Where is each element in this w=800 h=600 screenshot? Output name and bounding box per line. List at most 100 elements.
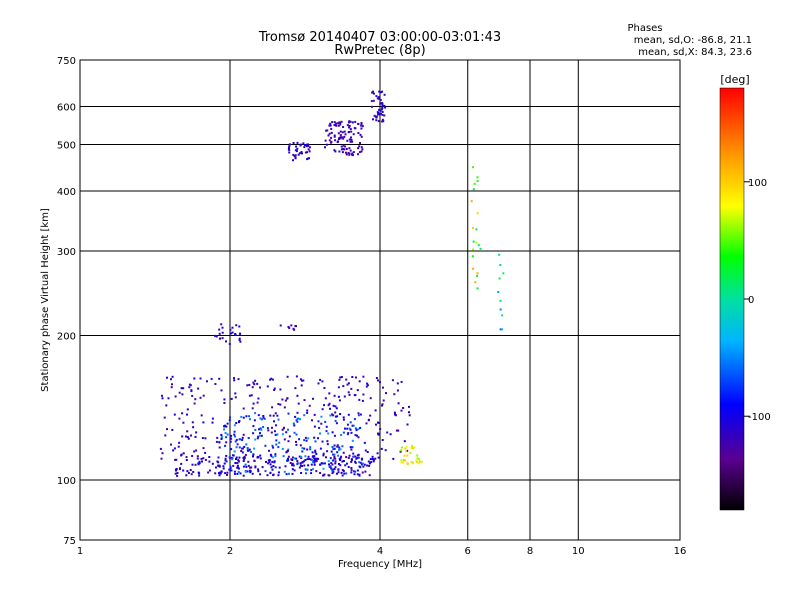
y-tick-label: 100 <box>57 476 76 487</box>
data-point <box>342 147 345 150</box>
data-point <box>350 460 353 463</box>
data-point <box>237 467 240 470</box>
data-point <box>217 464 220 467</box>
data-point <box>476 274 479 277</box>
data-point <box>248 394 251 397</box>
data-point <box>292 153 295 156</box>
data-point <box>339 448 342 451</box>
data-point <box>346 427 349 430</box>
data-point <box>334 460 337 463</box>
data-point <box>236 472 239 475</box>
data-point <box>281 433 284 436</box>
data-point <box>499 328 502 331</box>
data-point <box>218 441 221 444</box>
data-point <box>333 455 336 458</box>
data-point <box>221 326 224 329</box>
data-point <box>343 395 346 398</box>
data-point <box>310 469 313 472</box>
data-point <box>344 145 347 148</box>
data-point <box>299 444 302 447</box>
data-point <box>182 469 185 472</box>
data-point <box>232 464 235 467</box>
data-point <box>299 464 302 467</box>
data-point <box>339 123 342 126</box>
data-point <box>207 471 210 474</box>
data-point <box>296 394 299 397</box>
data-point <box>352 455 355 458</box>
data-point <box>355 376 357 379</box>
data-point <box>321 380 324 383</box>
data-point <box>332 453 335 456</box>
data-point <box>202 457 205 460</box>
data-point <box>349 140 352 143</box>
data-point <box>379 381 381 384</box>
data-point <box>198 460 201 463</box>
data-point <box>245 415 248 418</box>
data-point <box>215 440 218 443</box>
data-point <box>352 424 355 427</box>
data-point <box>378 90 381 93</box>
data-point <box>404 447 407 450</box>
data-point <box>252 381 255 384</box>
data-point <box>185 474 188 477</box>
data-point <box>259 457 262 460</box>
x-axis-label: Frequency [MHz] <box>338 559 422 570</box>
data-point <box>312 461 315 463</box>
data-point <box>501 314 504 317</box>
data-point <box>326 450 329 453</box>
data-point <box>360 146 363 149</box>
data-point <box>273 389 276 391</box>
data-point <box>369 458 372 461</box>
data-point <box>472 227 474 229</box>
data-point <box>239 340 242 343</box>
data-point <box>347 466 350 468</box>
data-point <box>224 472 227 475</box>
data-point <box>303 399 306 402</box>
data-point <box>262 416 265 419</box>
data-point <box>346 124 349 127</box>
data-point <box>306 448 309 451</box>
data-point <box>332 470 335 473</box>
data-point <box>416 461 419 464</box>
data-point <box>357 414 360 417</box>
data-point <box>358 151 361 154</box>
data-point <box>178 391 181 394</box>
data-point <box>249 466 252 469</box>
data-point <box>383 104 386 107</box>
data-point <box>341 136 344 139</box>
data-point <box>295 375 298 378</box>
data-point <box>232 454 234 457</box>
data-point <box>226 422 229 425</box>
data-point <box>377 433 380 436</box>
data-point <box>381 107 384 109</box>
data-point <box>181 435 184 438</box>
data-point <box>351 154 354 157</box>
data-point <box>498 277 501 280</box>
data-point <box>268 449 270 452</box>
data-point <box>374 409 377 412</box>
data-point <box>257 470 260 473</box>
data-point <box>242 465 245 468</box>
data-point <box>248 448 251 451</box>
data-point <box>320 422 323 425</box>
data-point <box>331 463 334 466</box>
data-point <box>296 420 299 423</box>
data-point <box>272 446 275 449</box>
data-point <box>418 460 421 463</box>
data-point <box>406 449 409 452</box>
data-point <box>349 421 352 424</box>
data-point <box>339 137 342 140</box>
data-point <box>202 394 205 397</box>
data-point <box>235 324 238 327</box>
data-point <box>334 415 337 418</box>
data-point <box>300 455 303 458</box>
data-point <box>218 332 221 335</box>
data-point <box>349 428 352 431</box>
data-point <box>476 180 479 183</box>
data-point <box>186 470 189 473</box>
data-point <box>319 447 322 450</box>
data-point <box>289 462 292 464</box>
data-point <box>371 457 374 460</box>
data-point <box>379 109 382 112</box>
